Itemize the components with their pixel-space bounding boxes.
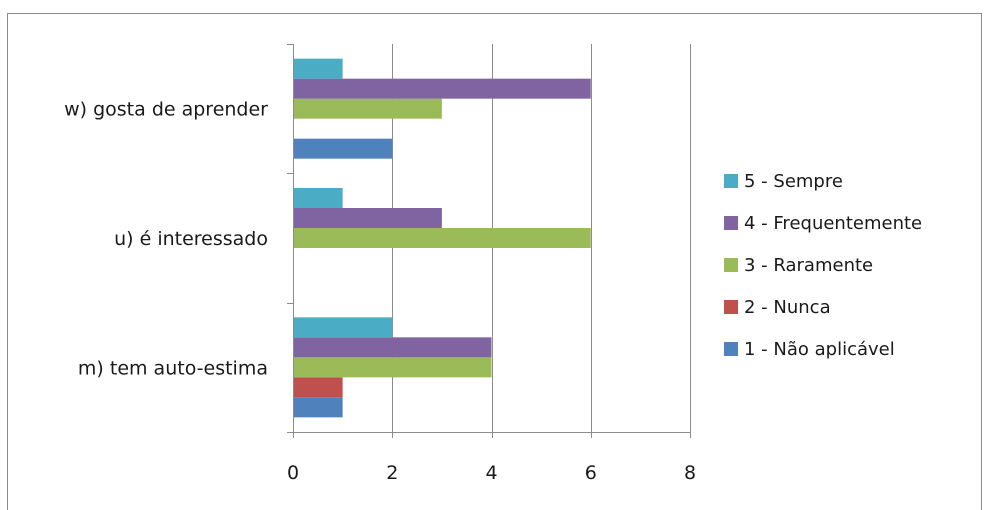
legend-swatch xyxy=(724,342,738,356)
bar xyxy=(294,357,492,378)
x-tick-label: 8 xyxy=(684,462,696,484)
x-tick-label: 0 xyxy=(287,462,299,484)
bar xyxy=(294,337,492,358)
category-label: m) tem auto-estima xyxy=(78,357,268,379)
axes xyxy=(287,44,691,438)
bar xyxy=(294,138,393,159)
legend-label: 1 - Não aplicável xyxy=(744,339,895,360)
axis-labels: 0 2 4 6 8 m) tem auto-estima u) é interessado w… xyxy=(64,99,696,484)
legend: 5 - Sempre 4 - Frequentemente 3 - Rarament… xyxy=(724,171,922,360)
legend-swatch xyxy=(724,216,738,230)
legend-label: 4 - Frequentemente xyxy=(744,213,922,234)
x-tick-label: 2 xyxy=(386,462,398,484)
bar xyxy=(294,397,343,418)
bar xyxy=(294,98,442,119)
legend-label: 3 - Raramente xyxy=(744,255,873,276)
legend-label: 5 - Sempre xyxy=(744,171,843,192)
bar xyxy=(294,228,591,248)
bar xyxy=(294,317,393,338)
bar xyxy=(294,208,442,228)
bar xyxy=(294,78,591,99)
bar xyxy=(294,58,343,79)
legend-swatch xyxy=(724,258,738,272)
bars xyxy=(294,58,591,418)
legend-swatch xyxy=(724,300,738,314)
category-label: u) é interessado xyxy=(114,228,268,250)
legend-swatch xyxy=(724,174,738,188)
legend-label: 2 - Nunca xyxy=(744,297,831,318)
category-label: w) gosta de aprender xyxy=(64,99,268,121)
bar xyxy=(294,188,343,208)
x-tick-label: 4 xyxy=(485,462,497,484)
bar xyxy=(294,377,343,398)
x-tick-label: 6 xyxy=(585,462,597,484)
